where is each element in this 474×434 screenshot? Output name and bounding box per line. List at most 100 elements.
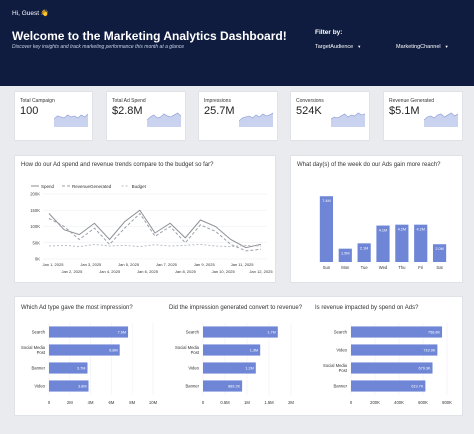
series-line (48, 212, 262, 252)
x-tick-label: 0 (48, 400, 51, 405)
y-tick-label: 150K (30, 208, 40, 213)
legend-label: RevenueGenerated (72, 184, 112, 189)
x-tick-label: 400K (394, 400, 404, 405)
kpi-value: 524K (296, 105, 322, 117)
kpi-value: 25.7M (204, 105, 235, 117)
bar-value-label: 679.3K (418, 367, 431, 371)
kpi-sparkline (331, 112, 365, 127)
bar (49, 344, 120, 356)
series-line (48, 209, 262, 249)
spend-revenue-budget-panel: How do our Ad spend and revenue trends c… (14, 155, 276, 283)
bar-value-label: 4.2M (416, 228, 424, 232)
chart-title: What day(s) of the week do our Ads gain … (297, 162, 441, 168)
x-tick-label: Jan 12, 2025 (249, 269, 273, 274)
bar (203, 344, 261, 356)
ad-type-impression-chart: 0 2M 4M 6M 8M 10M 7.6M Search 6.8M Social MediaPo… (21, 323, 158, 405)
kpi-card-conversions: Conversions 524K (290, 91, 370, 141)
kpi-label: Revenue Generated (389, 98, 435, 104)
y-tick-label: Social Media (21, 345, 46, 350)
kpi-sparkline (54, 113, 88, 127)
kpi-card-total-ad-spend: Total Ad Spend $2.8M (106, 91, 186, 141)
bar-value-label: 758.8K (428, 331, 441, 335)
bar-value-label: 1.7M (267, 331, 275, 335)
y-tick-label: Banner (185, 384, 199, 389)
y-tick-label: Search (186, 330, 200, 335)
bar-value-label: 4.1M (379, 229, 387, 233)
bar-value-label: 6.8M (109, 349, 117, 353)
bar (203, 380, 243, 392)
x-tick-label: Mon (341, 265, 350, 270)
kpi-value: $5.1M (389, 105, 420, 117)
x-tick-label: Jan 1, 2025 (43, 262, 65, 267)
kpi-label: Conversions (296, 98, 324, 104)
y-tick-label: Banner (31, 366, 45, 371)
sparkline-area (331, 113, 365, 127)
marketing-channel-filter-label: MarketingChannel (396, 44, 441, 50)
kpi-card-revenue-generated: Revenue Generated $5.1M (383, 91, 463, 141)
target-audience-filter-label: TargetAudience (315, 44, 354, 50)
weekday-bar-chart: 7.4M Sun 1.5M Mon 2.1M Tue 4.1M Wed 4.2M Thu 4.2M F… (319, 196, 447, 270)
x-tick-label: Jan 10, 2025 (212, 269, 236, 274)
x-tick-label: Jan 5, 2025 (118, 262, 140, 267)
marketing-channel-filter[interactable]: MarketingChannel ▼ (396, 44, 449, 50)
bar (351, 362, 433, 374)
x-tick-label: Jan 6, 2025 (137, 269, 159, 274)
legend-label: Budget (132, 184, 147, 189)
x-tick-label: 8M (129, 400, 135, 405)
page-subtitle: Discover key insights and track marketin… (12, 44, 185, 50)
kpi-sparkline (424, 112, 458, 127)
weekday-reach-panel: What day(s) of the week do our Ads gain … (290, 155, 463, 283)
y-tick-label: Video (34, 384, 45, 389)
chart-title: Did the impression generated convert to … (169, 305, 303, 311)
x-tick-label: Jan 3, 2025 (80, 262, 102, 267)
x-tick-label: 0.5M (220, 400, 230, 405)
x-tick-label: 0 (350, 400, 353, 405)
bar-value-label: 7.6M (118, 331, 126, 335)
x-tick-label: Jan 2, 2025 (61, 269, 83, 274)
filter-label: Filter by: (315, 29, 343, 36)
y-tick-label: Search (334, 330, 348, 335)
y-tick-label: 0K (35, 257, 40, 262)
x-tick-label: Wed (379, 265, 388, 270)
y-tick-label: 200K (30, 192, 40, 197)
bar (376, 225, 390, 262)
bar-value-label: 7.4M (322, 199, 330, 203)
chart-title: How do our Ad spend and revenue trends c… (21, 162, 214, 168)
x-tick-label: Jan 11, 2025 (231, 262, 255, 267)
revenue-spend-chart: 0 200K 400K 600K 800K 758.8K Search 719.9K Video… (323, 323, 452, 405)
x-tick-label: Jan 8, 2025 (175, 269, 197, 274)
x-tick-label: 200K (370, 400, 380, 405)
bar-value-label: 619.7K (411, 385, 424, 389)
bar (49, 380, 89, 392)
sparkline-area (147, 113, 181, 127)
bar-value-label: 3.7M (77, 367, 85, 371)
kpi-value: 100 (20, 105, 39, 117)
bar-value-label: 1.3M (250, 349, 258, 353)
kpi-label: Impressions (204, 98, 231, 104)
legend-label: Spend (41, 184, 55, 189)
bar-value-label: 719.9K (423, 349, 436, 353)
x-tick-label: Thu (398, 265, 406, 270)
sparkline-line (147, 112, 181, 121)
x-tick-label: 1.5M (264, 400, 274, 405)
bar (49, 362, 88, 374)
sparkline-area (54, 114, 88, 127)
chart-title: Is revenue impacted by spend on Ads? (315, 305, 419, 311)
x-tick-label: 2M (67, 400, 73, 405)
bar (351, 344, 438, 356)
x-tick-label: 2M (288, 400, 294, 405)
chevron-down-icon: ▼ (357, 44, 362, 49)
target-audience-filter[interactable]: TargetAudience ▼ (315, 44, 361, 50)
sparkline-line (54, 113, 88, 120)
x-tick-label: Jan 4, 2025 (99, 269, 121, 274)
kpi-card-total-campaign: Total Campaign 100 (14, 91, 93, 141)
y-tick-label: Video (188, 366, 199, 371)
x-tick-label: Jan 9, 2025 (194, 262, 216, 267)
x-tick-label: Jan 7, 2025 (156, 262, 178, 267)
bar (357, 243, 371, 262)
bar-value-label: 2.1M (360, 246, 368, 250)
bar (203, 326, 278, 338)
bar-value-label: 3.8M (78, 385, 86, 389)
sparkline-area (424, 113, 458, 127)
y-tick-label: 100K (30, 224, 40, 229)
